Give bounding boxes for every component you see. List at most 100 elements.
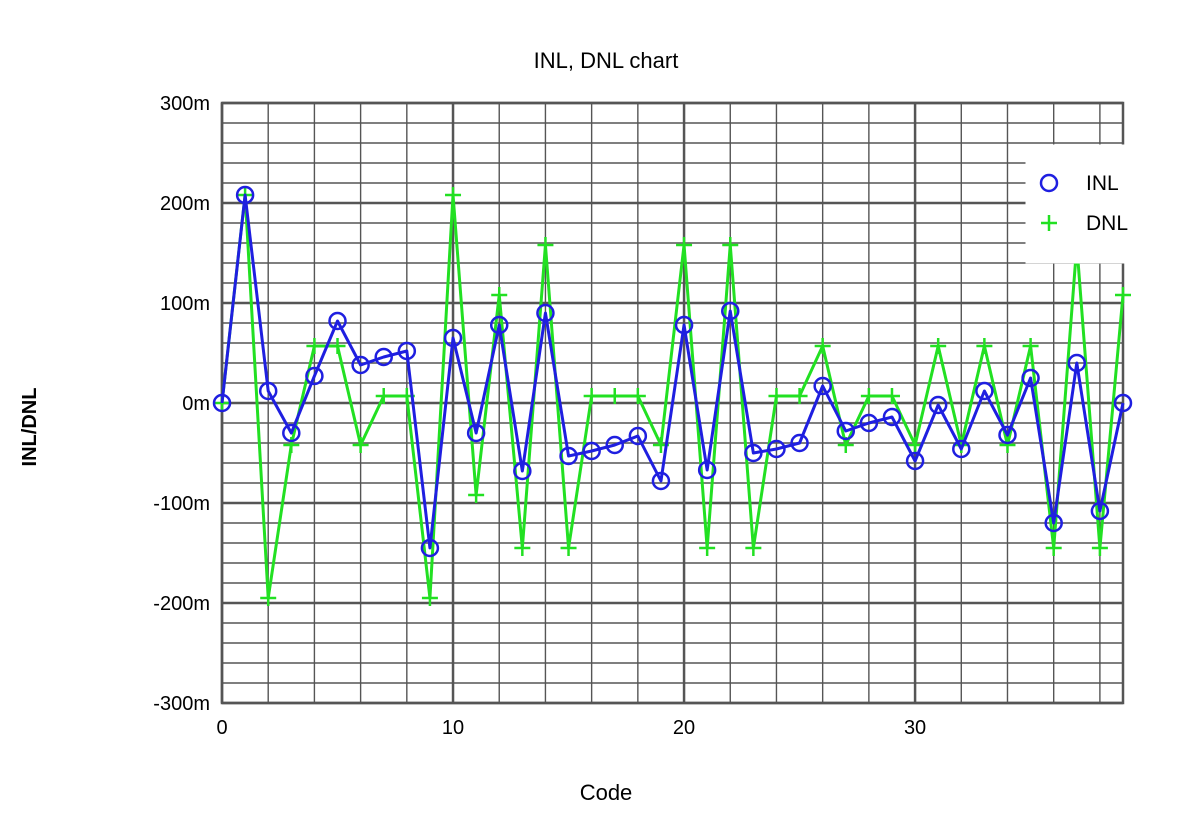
dnl-point — [676, 237, 693, 253]
dnl-point — [283, 437, 300, 453]
legend: INL DNL — [1025, 144, 1137, 264]
inl-point — [905, 451, 925, 471]
inl-point — [582, 441, 601, 461]
y-tick-labels: 300m 200m 100m 0m -100m -200m -300m — [153, 93, 210, 715]
dnl-point — [883, 388, 900, 404]
inl-point — [536, 303, 555, 323]
inl-point — [651, 471, 671, 491]
dnl-point — [491, 287, 508, 303]
dnl-point — [1045, 540, 1062, 556]
dnl-point — [745, 540, 762, 556]
dnl-point — [814, 338, 831, 354]
inl-point — [721, 301, 740, 321]
inl-point — [489, 315, 509, 335]
inl-point — [975, 381, 994, 401]
x-tick-label: 20 — [673, 717, 695, 739]
inl-point — [1113, 393, 1133, 413]
inl-point — [605, 435, 624, 455]
y-tick-label: 200m — [160, 193, 210, 215]
inl-point — [813, 376, 832, 396]
inl-point — [744, 443, 763, 463]
inl-point — [374, 347, 393, 367]
dnl-point — [514, 540, 531, 556]
dnl-point — [445, 187, 462, 203]
inl-point — [1021, 368, 1040, 388]
inl-point — [1067, 353, 1087, 373]
inl-point — [767, 439, 786, 459]
inl-point — [628, 426, 648, 446]
dnl-point — [629, 388, 646, 404]
dnl-point — [1115, 287, 1131, 303]
x-tick-label: 10 — [442, 717, 464, 739]
legend-label: DNL — [1086, 212, 1128, 235]
inl-point — [859, 413, 879, 433]
inl-point — [1039, 173, 1059, 193]
dnl-point — [791, 388, 808, 404]
dnl-point — [999, 437, 1016, 453]
dnl-point — [930, 338, 947, 354]
inl-point — [697, 460, 717, 480]
inl-point — [1090, 501, 1110, 521]
dnl-point — [976, 338, 993, 354]
y-tick-label: 100m — [160, 293, 210, 315]
inl-point — [212, 393, 232, 413]
y-tick-label: 300m — [160, 93, 210, 115]
series-inl — [212, 185, 1133, 558]
inl-point — [674, 315, 694, 335]
y-axis-label: INL/DNL — [19, 388, 41, 467]
inl-point — [513, 461, 532, 481]
y-tick-label: -300m — [153, 693, 210, 715]
chart-title: INL, DNL chart — [534, 48, 679, 73]
dnl-point — [468, 487, 485, 503]
y-tick-label: 0m — [182, 393, 210, 415]
inl-point — [420, 538, 440, 558]
inl-point — [952, 439, 971, 459]
dnl-point — [1041, 215, 1057, 231]
inl-point — [328, 311, 347, 331]
x-tick-label: 30 — [904, 717, 926, 739]
inl-point — [258, 381, 278, 401]
inl-point — [559, 446, 578, 466]
inl-point — [282, 423, 301, 443]
dnl-point — [1022, 338, 1039, 354]
legend-item-inl: INL — [1039, 172, 1119, 195]
inl-point — [882, 407, 902, 427]
x-tick-label: 0 — [216, 717, 227, 739]
inl-point — [351, 355, 370, 375]
x-axis-label: Code — [580, 780, 633, 805]
legend-box — [1025, 144, 1137, 264]
dnl-point — [352, 437, 369, 453]
dnl-point — [722, 237, 739, 253]
dnl-point — [768, 388, 785, 404]
inl-point — [836, 421, 856, 441]
inl-point — [466, 423, 486, 443]
x-tick-labels: 0 10 20 30 — [216, 717, 926, 739]
inl-point — [235, 185, 255, 205]
dnl-point — [306, 338, 323, 354]
inl-point — [305, 366, 324, 386]
inl-point — [443, 328, 463, 348]
series-layer — [212, 185, 1133, 606]
y-tick-label: -100m — [153, 493, 210, 515]
dnl-point — [699, 540, 716, 556]
dnl-point — [583, 388, 600, 404]
inl-point — [1044, 513, 1063, 533]
dnl-point — [421, 590, 438, 606]
dnl-point — [860, 388, 877, 404]
y-tick-label: -200m — [153, 593, 210, 615]
dnl-point — [606, 388, 623, 404]
legend-label: INL — [1086, 172, 1119, 195]
dnl-point — [329, 338, 346, 354]
dnl-point — [375, 388, 392, 404]
inl-point — [928, 395, 948, 415]
inl-point — [998, 425, 1017, 445]
inl-point — [397, 341, 417, 361]
series-line-dnl — [220, 193, 1125, 600]
dnl-point — [260, 590, 277, 606]
dnl-point — [1091, 540, 1108, 556]
series-line-inl — [220, 193, 1125, 550]
dnl-point — [537, 237, 554, 253]
dnl-point — [560, 540, 577, 556]
legend-item-dnl: DNL — [1041, 212, 1128, 235]
